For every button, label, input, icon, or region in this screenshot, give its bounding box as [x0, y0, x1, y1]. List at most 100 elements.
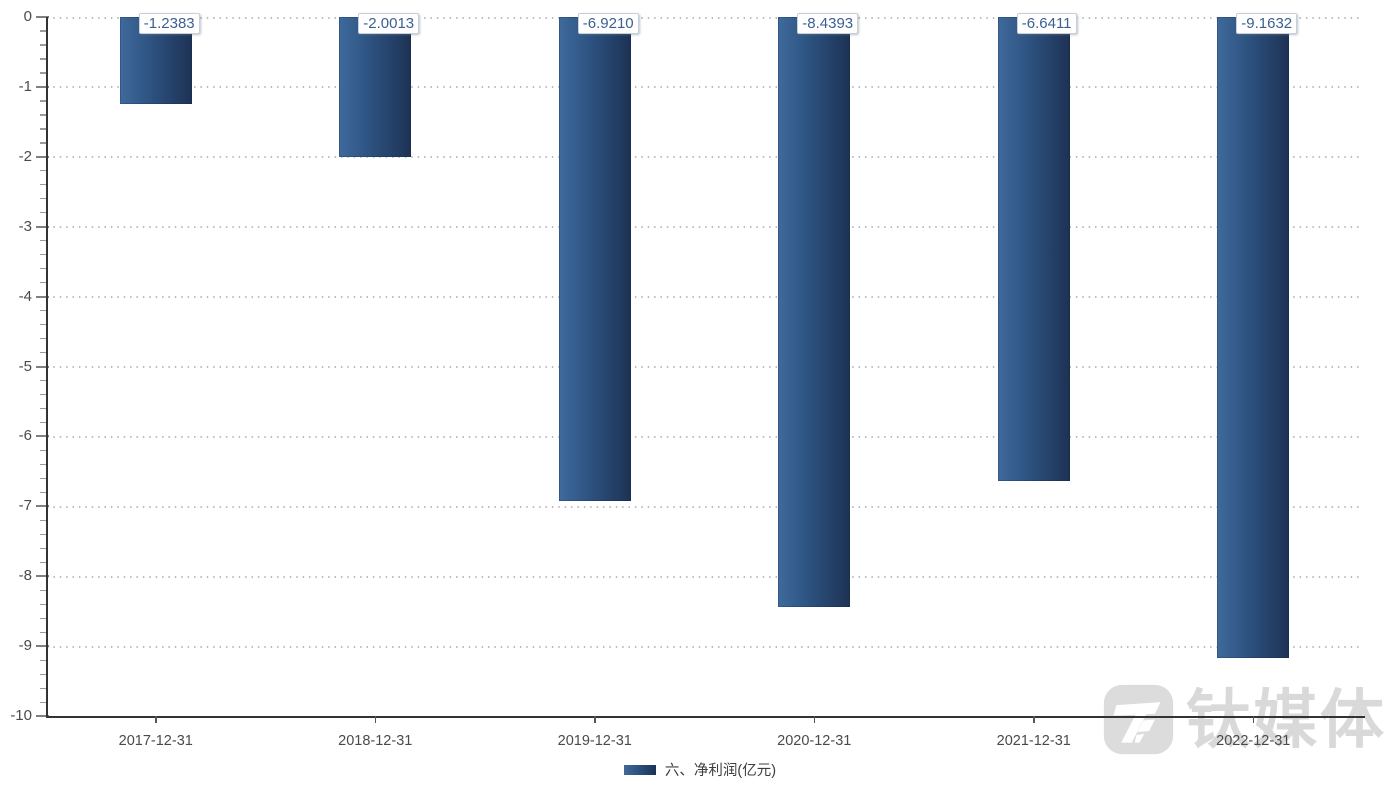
watermark-text: 钛媒体 — [1186, 684, 1387, 756]
x-axis-tick-label: 2022-12-31 — [1216, 733, 1291, 749]
bar-value-label: -6.9210 — [577, 13, 639, 34]
legend-label: 六、净利润(亿元) — [664, 763, 777, 779]
y-axis-minor-tick — [40, 631, 46, 633]
bar-value-label: -8.4393 — [797, 13, 859, 34]
y-axis-minor-tick — [40, 30, 46, 32]
y-axis-major-tick — [36, 85, 49, 88]
bar-2019-12-31[interactable] — [558, 17, 631, 501]
y-axis-major-tick — [36, 365, 49, 368]
y-axis-minor-tick — [40, 561, 46, 563]
gridline — [47, 86, 1363, 89]
y-axis-major-tick — [36, 155, 49, 158]
y-axis-line — [46, 17, 48, 716]
y-axis-tick-label: -3 — [18, 217, 32, 235]
x-axis-tick-label: 2020-12-31 — [777, 733, 852, 749]
y-axis-major-tick — [36, 645, 49, 648]
bar-value-label: -2.0013 — [358, 13, 420, 34]
y-axis-minor-tick — [40, 310, 46, 312]
y-axis-minor-tick — [40, 72, 46, 74]
y-axis-minor-tick — [40, 701, 46, 703]
x-axis-tick — [813, 716, 815, 723]
gridline — [47, 435, 1363, 438]
y-axis-tick-label: 0 — [23, 8, 32, 25]
x-axis-line — [46, 716, 1365, 718]
y-axis-minor-tick — [40, 128, 46, 130]
y-axis-major-tick — [36, 575, 49, 578]
y-axis-minor-tick — [40, 240, 46, 242]
y-axis-major-tick — [36, 715, 49, 717]
y-axis-minor-tick — [40, 407, 46, 410]
bar-value-label: -6.6411 — [1016, 13, 1077, 34]
x-axis-tick — [1252, 716, 1254, 723]
y-axis-minor-tick — [40, 533, 46, 535]
y-axis-tick-label: -5 — [18, 357, 32, 375]
x-axis-tick — [594, 716, 596, 723]
y-axis-minor-tick — [40, 324, 46, 326]
y-axis-minor-tick — [40, 100, 46, 102]
y-axis-minor-tick — [40, 617, 46, 619]
y-axis-major-tick — [36, 225, 49, 228]
gridline — [47, 505, 1363, 508]
y-axis-minor-tick — [40, 421, 46, 424]
y-axis-tick-label: -10 — [10, 707, 32, 724]
bar-2022-12-31[interactable] — [1217, 17, 1290, 658]
y-axis-major-tick — [36, 435, 49, 438]
bar-2018-12-31[interactable] — [339, 17, 412, 157]
x-axis-tick-label: 2018-12-31 — [338, 733, 413, 749]
bar-2021-12-31[interactable] — [997, 17, 1070, 482]
y-axis-minor-tick — [40, 589, 46, 591]
gridline — [47, 645, 1363, 648]
bar-value-label: -1.2383 — [138, 13, 200, 34]
y-axis-minor-tick — [40, 477, 46, 480]
y-axis-minor-tick — [40, 338, 46, 340]
y-axis-minor-tick — [40, 282, 46, 284]
y-axis-tick-label: -9 — [18, 637, 32, 655]
y-axis-tick-label: -4 — [18, 287, 32, 305]
y-axis-minor-tick — [40, 491, 46, 493]
x-axis-tick — [1033, 716, 1035, 723]
y-axis-minor-tick — [40, 603, 46, 605]
y-axis-minor-tick — [40, 170, 46, 172]
y-axis-minor-tick — [40, 352, 46, 354]
watermark: 钛媒体 — [1100, 681, 1387, 758]
y-axis-minor-tick — [40, 212, 46, 214]
legend-swatch-icon — [623, 764, 656, 775]
x-axis-tick-label: 2019-12-31 — [557, 733, 632, 749]
x-axis-tick — [374, 716, 376, 723]
y-axis-major-tick — [36, 295, 49, 298]
bar-value-label: -9.1632 — [1236, 13, 1298, 34]
y-axis-minor-tick — [40, 198, 46, 200]
gridline — [47, 366, 1363, 368]
y-axis-minor-tick — [40, 687, 46, 689]
y-axis-minor-tick — [40, 463, 46, 466]
bar-2020-12-31[interactable] — [778, 17, 851, 607]
y-axis-minor-tick — [40, 142, 46, 144]
y-axis-minor-tick — [40, 379, 46, 382]
y-axis-tick-label: -1 — [18, 77, 32, 95]
y-axis-minor-tick — [40, 114, 46, 116]
x-axis-tick-label: 2021-12-31 — [996, 733, 1071, 749]
y-axis-minor-tick — [40, 449, 46, 452]
gridline — [47, 575, 1363, 578]
y-axis-minor-tick — [40, 673, 46, 675]
y-axis-minor-tick — [40, 393, 46, 396]
x-axis-tick-label: 2017-12-31 — [118, 733, 193, 749]
y-axis-minor-tick — [40, 58, 46, 60]
gridline — [47, 16, 1363, 19]
gridline — [47, 156, 1363, 159]
y-axis-major-tick — [36, 16, 49, 18]
y-axis-tick-label: -7 — [18, 497, 32, 515]
y-axis-minor-tick — [40, 268, 46, 270]
tmtpost-logo-icon — [1103, 684, 1174, 755]
y-axis-minor-tick — [40, 44, 46, 46]
y-axis-minor-tick — [40, 547, 46, 549]
y-axis-minor-tick — [40, 254, 46, 256]
legend-item-net-profit[interactable]: 六、净利润(亿元) — [0, 759, 1400, 780]
gridline — [47, 226, 1363, 229]
y-axis-tick-label: -8 — [18, 567, 32, 585]
y-axis-minor-tick — [40, 184, 46, 186]
gridline — [47, 296, 1363, 299]
y-axis-minor-tick — [40, 519, 46, 521]
